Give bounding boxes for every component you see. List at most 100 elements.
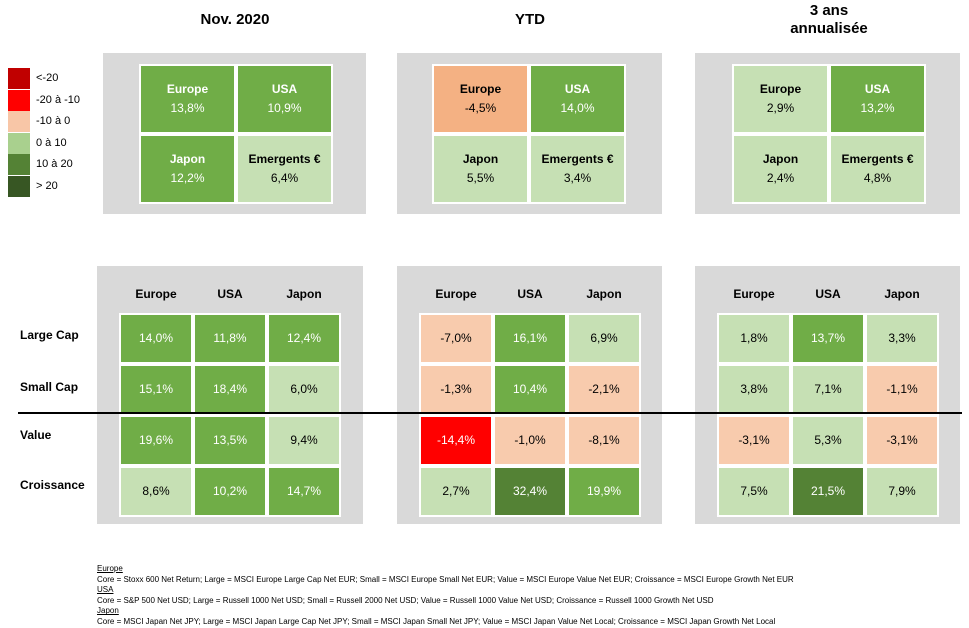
separator-line bbox=[18, 412, 962, 414]
matrix-cell: -1,0% bbox=[493, 415, 567, 466]
matrix-row-label: Large Cap bbox=[20, 328, 79, 342]
footnotes: Europe Core = Stoxx 600 Net Return; Large… bbox=[97, 564, 794, 628]
legend-item: 0 à 10 bbox=[8, 132, 108, 154]
matrix-cell: 19,6% bbox=[119, 415, 193, 466]
legend-label: 0 à 10 bbox=[36, 136, 67, 149]
legend-item: 10 à 20 bbox=[8, 154, 108, 175]
legend-item: -10 à 0 bbox=[8, 111, 108, 132]
matrix-column-header: USA bbox=[815, 287, 841, 301]
matrix-cell: -3,1% bbox=[865, 415, 939, 466]
matrix-cell: -1,1% bbox=[865, 364, 939, 415]
matrix-value: 9,4% bbox=[290, 433, 318, 447]
matrix-row-label: Value bbox=[20, 428, 52, 442]
matrix-cell: 19,9% bbox=[567, 466, 641, 517]
matrix-value: 19,9% bbox=[586, 484, 622, 498]
region-cell: Emergents € 4,8% bbox=[829, 134, 926, 204]
region-value: 4,8% bbox=[863, 171, 892, 185]
matrix-cell: 11,8% bbox=[193, 313, 267, 364]
legend-item: <-20 bbox=[8, 68, 108, 89]
region-name: Emergents € bbox=[248, 152, 321, 166]
matrix-cell: 3,8% bbox=[717, 364, 791, 415]
region-name: Emergents € bbox=[541, 152, 614, 166]
legend-label: -20 à -10 bbox=[36, 93, 81, 106]
matrix-value: -1,3% bbox=[440, 382, 472, 396]
region-cell: Europe 2,9% bbox=[732, 64, 829, 134]
region-value: -4,5% bbox=[464, 101, 497, 115]
matrix-value: 14,7% bbox=[286, 484, 322, 498]
column-title: YTD bbox=[450, 11, 610, 29]
matrix-cell: -3,1% bbox=[717, 415, 791, 466]
matrix-value: -8,1% bbox=[588, 433, 620, 447]
matrix-column-header: USA bbox=[217, 287, 243, 301]
matrix-cell: -2,1% bbox=[567, 364, 641, 415]
matrix-cell: 7,1% bbox=[791, 364, 865, 415]
matrix-value: 10,2% bbox=[212, 484, 248, 498]
column-title: Nov. 2020 bbox=[155, 11, 315, 29]
matrix-value: 32,4% bbox=[512, 484, 548, 498]
matrix-cell: -7,0% bbox=[419, 313, 493, 364]
region-name: Japon bbox=[169, 152, 206, 166]
legend-swatch bbox=[8, 132, 30, 154]
matrix-cell: 2,7% bbox=[419, 466, 493, 517]
region-name: Europe bbox=[166, 82, 209, 96]
matrix-value: 8,6% bbox=[142, 484, 170, 498]
matrix-value: 11,8% bbox=[213, 331, 247, 345]
matrix-cell: 15,1% bbox=[119, 364, 193, 415]
region-name: Japon bbox=[462, 152, 499, 166]
matrix-value: 7,9% bbox=[888, 484, 916, 498]
matrix-value: 6,9% bbox=[590, 331, 618, 345]
column-title-line: YTD bbox=[515, 11, 545, 28]
region-cell: Emergents € 6,4% bbox=[236, 134, 333, 204]
region-value: 13,8% bbox=[170, 101, 205, 115]
matrix-row-label: Croissance bbox=[20, 478, 85, 492]
matrix-value: 7,5% bbox=[740, 484, 768, 498]
matrix-cell: 32,4% bbox=[493, 466, 567, 517]
column-title-line: annualisée bbox=[790, 20, 868, 37]
region-value: 3,4% bbox=[563, 171, 592, 185]
matrix-cell: 12,4% bbox=[267, 313, 341, 364]
matrix-value: 1,8% bbox=[740, 331, 768, 345]
matrix-value: -1,0% bbox=[514, 433, 546, 447]
matrix-cell: 5,3% bbox=[791, 415, 865, 466]
region-value: 5,5% bbox=[466, 171, 495, 185]
matrix-column-header: Europe bbox=[435, 287, 477, 301]
legend-swatch bbox=[8, 154, 30, 175]
region-cell: Europe -4,5% bbox=[432, 64, 529, 134]
matrix-value: -3,1% bbox=[886, 433, 918, 447]
matrix-value: -1,1% bbox=[886, 382, 918, 396]
matrix-value: 5,3% bbox=[814, 433, 842, 447]
column-title-line: Nov. 2020 bbox=[200, 11, 270, 28]
region-cell: Japon 2,4% bbox=[732, 134, 829, 204]
matrix-value: 2,7% bbox=[442, 484, 470, 498]
footnote-line: Core = MSCI Japan Net JPY; Large = MSCI … bbox=[97, 616, 776, 626]
matrix-value: 10,4% bbox=[512, 382, 548, 396]
footnote-line: Japon bbox=[97, 606, 119, 616]
region-cell: Europe 13,8% bbox=[139, 64, 236, 134]
matrix-cell: 6,9% bbox=[567, 313, 641, 364]
matrix-cell: 10,2% bbox=[193, 466, 267, 517]
matrix-cell: 7,9% bbox=[865, 466, 939, 517]
region-value: 2,9% bbox=[766, 101, 795, 115]
matrix-value: 21,5% bbox=[810, 484, 846, 498]
matrix-value: 12,4% bbox=[286, 331, 322, 345]
region-name: Europe bbox=[459, 82, 502, 96]
matrix-cell: 18,4% bbox=[193, 364, 267, 415]
matrix-value: -14,4% bbox=[436, 433, 476, 447]
matrix-cell: 9,4% bbox=[267, 415, 341, 466]
matrix-value: -3,1% bbox=[738, 433, 770, 447]
legend-label: > 20 bbox=[36, 179, 58, 192]
matrix-value: 13,7% bbox=[810, 331, 846, 345]
matrix-cell: 6,0% bbox=[267, 364, 341, 415]
region-name: Japon bbox=[762, 152, 799, 166]
region-value: 13,2% bbox=[860, 101, 895, 115]
legend-swatch bbox=[8, 89, 30, 111]
matrix-value: -7,0% bbox=[440, 331, 472, 345]
region-name: Europe bbox=[759, 82, 802, 96]
matrix-column-header: Europe bbox=[733, 287, 775, 301]
region-cell: Emergents € 3,4% bbox=[529, 134, 626, 204]
matrix-cell: 13,7% bbox=[791, 313, 865, 364]
footnote-line: USA bbox=[97, 585, 114, 595]
matrix-value: 15,1% bbox=[138, 382, 174, 396]
region-cell: USA 13,2% bbox=[829, 64, 926, 134]
region-cell: USA 10,9% bbox=[236, 64, 333, 134]
